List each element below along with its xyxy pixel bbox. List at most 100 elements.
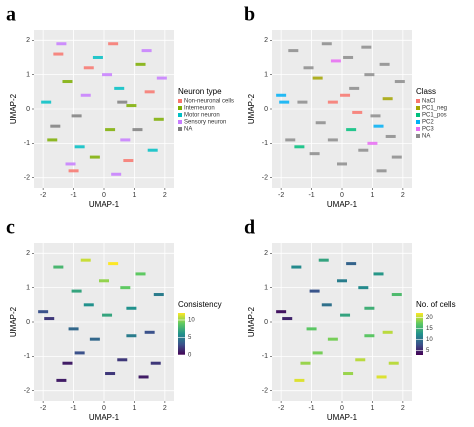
- point-label: [89, 155, 100, 159]
- y-axis-label: UMAP-2: [247, 93, 256, 124]
- x-tick-label: 2: [401, 192, 405, 199]
- point-label: [132, 128, 143, 132]
- y-tick-label: 2: [26, 37, 30, 44]
- x-tick-label: -1: [70, 405, 76, 412]
- point-label: [153, 117, 164, 121]
- point-label: [44, 317, 55, 321]
- point-label: [285, 138, 296, 142]
- point-label: [282, 317, 293, 321]
- point-label: [105, 372, 116, 376]
- point-label: [300, 361, 311, 365]
- point-label: [382, 330, 393, 334]
- point-label: [117, 100, 128, 104]
- point-label: [41, 100, 52, 104]
- y-axis-label: UMAP-2: [247, 306, 256, 337]
- point-label: [99, 279, 109, 283]
- point-label: [120, 138, 131, 142]
- point-label: [297, 100, 308, 104]
- legend-swatch: [178, 106, 182, 110]
- y-tick-label: 0: [26, 319, 30, 326]
- legend-label: NA: [184, 127, 192, 133]
- colorbar-label: 5: [188, 335, 192, 341]
- point-label: [315, 121, 326, 125]
- y-tick-label: 1: [26, 71, 30, 78]
- point-label: [294, 378, 305, 382]
- point-label: [126, 104, 137, 108]
- point-label: [361, 45, 372, 49]
- point-label: [114, 86, 125, 90]
- point-label: [83, 66, 94, 70]
- point-label: [80, 258, 91, 262]
- point-label: [156, 76, 167, 80]
- point-label: [50, 124, 61, 128]
- x-tick-label: 2: [401, 405, 405, 412]
- point-label: [83, 303, 94, 307]
- y-tick-label: -2: [262, 388, 268, 395]
- x-tick-label: 0: [340, 192, 344, 199]
- y-tick-label: -1: [24, 140, 30, 147]
- point-label: [373, 272, 384, 276]
- point-label: [367, 141, 378, 145]
- point-label: [343, 55, 354, 59]
- point-label: [349, 86, 360, 90]
- point-label: [102, 73, 113, 77]
- x-tick-label: 0: [102, 405, 106, 412]
- point-label: [71, 289, 82, 293]
- legend-label: PC2: [422, 120, 434, 126]
- point-label: [337, 279, 347, 283]
- point-label: [312, 76, 323, 80]
- point-label: [379, 62, 390, 66]
- point-label: [388, 361, 399, 365]
- point-label: [62, 80, 73, 84]
- x-tick-label: -1: [70, 192, 76, 199]
- legend-title: Consistency: [178, 300, 222, 309]
- point-label: [279, 100, 290, 104]
- point-label: [318, 258, 329, 262]
- point-label: [80, 93, 91, 97]
- y-axis-label: UMAP-2: [9, 93, 18, 124]
- y-tick-label: 1: [264, 71, 268, 78]
- y-tick-label: 0: [26, 106, 30, 113]
- legend-label: Non-neuronal cells: [184, 99, 234, 105]
- legend-label: NA: [422, 134, 430, 140]
- point-label: [294, 145, 305, 149]
- point-label: [108, 262, 119, 266]
- point-label: [126, 334, 137, 338]
- panel-label: a: [6, 4, 16, 26]
- point-label: [385, 134, 396, 138]
- point-label: [364, 306, 375, 310]
- point-label: [321, 303, 332, 307]
- point-label: [346, 128, 357, 132]
- point-label: [68, 327, 79, 331]
- y-tick-label: -2: [262, 175, 268, 182]
- point-label: [89, 337, 100, 341]
- y-tick-label: 2: [26, 250, 30, 257]
- point-label: [358, 148, 369, 152]
- point-label: [276, 310, 287, 314]
- y-tick-label: 2: [264, 37, 268, 44]
- point-label: [141, 49, 152, 53]
- point-label: [373, 124, 384, 128]
- panel-label: c: [6, 217, 15, 239]
- legend-label: Interneuron: [184, 106, 215, 112]
- colorbar: [178, 313, 185, 355]
- y-tick-label: -2: [24, 388, 30, 395]
- legend-swatch: [178, 113, 182, 117]
- point-label: [147, 148, 158, 152]
- point-label: [343, 372, 354, 376]
- point-label: [327, 337, 338, 341]
- point-label: [303, 66, 314, 70]
- point-label: [330, 59, 341, 63]
- x-axis-label: UMAP-1: [89, 413, 120, 422]
- x-tick-label: -2: [278, 192, 284, 199]
- point-label: [276, 93, 287, 97]
- point-label: [364, 334, 375, 338]
- legend-swatch: [416, 99, 420, 103]
- point-label: [327, 138, 338, 142]
- colorbar-label: 10: [188, 318, 195, 324]
- point-label: [102, 313, 113, 317]
- y-tick-label: -2: [24, 175, 30, 182]
- point-label: [321, 42, 332, 46]
- point-label: [376, 169, 387, 173]
- legend-swatch: [178, 127, 182, 131]
